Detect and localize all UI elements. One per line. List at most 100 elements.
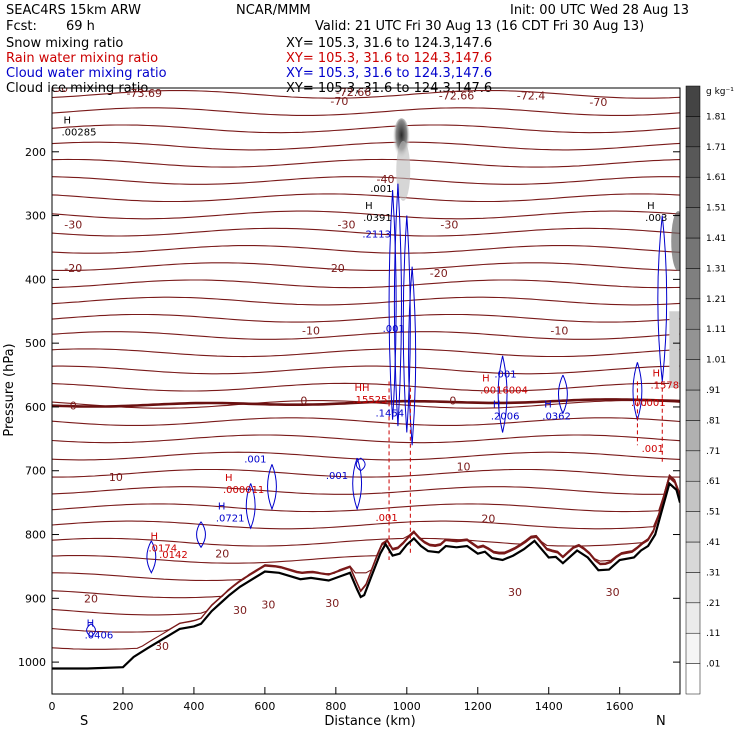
max-labels: H.00285.001H.0391.2113.001.001H.0016004H… <box>62 116 685 642</box>
isotherm-line <box>52 417 680 426</box>
colorbar-label: 1.81 <box>706 112 726 122</box>
temperature-label: -70 <box>589 96 607 109</box>
temperature-label: 20 <box>215 548 229 561</box>
isotherm-line <box>52 477 680 650</box>
colorbar-label: 1.51 <box>706 204 726 214</box>
legend-cloudwater-name: Cloud water mixing ratio <box>6 66 167 81</box>
y-tick-label: 800 <box>25 529 46 542</box>
isotherm-line <box>52 474 680 547</box>
max-marker: HH <box>354 383 369 394</box>
isotherm-line <box>52 475 680 599</box>
center-label: NCAR/MMM <box>236 3 311 18</box>
colorbar-label: .81 <box>706 416 720 426</box>
max-value-label: .001 <box>383 324 405 335</box>
x-tick-label: 400 <box>183 700 204 713</box>
max-marker: H <box>225 473 233 484</box>
south-end-label: S <box>80 714 88 729</box>
max-marker: H <box>365 201 373 212</box>
colorbar-swatch <box>685 450 701 482</box>
x-tick-label: 1200 <box>464 700 492 713</box>
temperature-label: 0 <box>300 395 307 408</box>
temperature-label: 30 <box>233 604 247 617</box>
max-value-label: .001 <box>642 444 664 455</box>
colorbar-label: .01 <box>706 660 720 670</box>
temperature-label: -10 <box>302 324 320 337</box>
max-marker: H <box>652 368 660 379</box>
temperature-label: -72.66 <box>336 86 371 99</box>
north-end-label: N <box>656 714 666 729</box>
isotherm-line <box>52 382 680 392</box>
temperature-label: -72.4 <box>517 90 545 103</box>
temperature-label: -70 <box>330 95 348 108</box>
colorbar-swatch <box>685 298 701 330</box>
plot-area: -50 -73.69 -72.66-70 -72.66 -72.4 -70-40-30 -3… <box>52 86 685 670</box>
x-axis: 0 200 400 600 800 1000 1200 1400 1600 <box>49 687 634 713</box>
temperature-label: -72.66 <box>439 90 474 103</box>
temperature-label: 30 <box>325 597 339 610</box>
colorbar-swatch <box>685 146 701 178</box>
valid-label: Valid: 21 UTC Fri 30 Aug 13 (16 CDT Fri … <box>315 19 644 34</box>
isotherm-line <box>52 210 680 220</box>
isotherm-line <box>52 365 680 375</box>
temperature-label: 0 <box>449 395 456 408</box>
isotherm-line <box>52 474 680 495</box>
isotherm-line <box>52 451 680 461</box>
colorbar-unit: g kg⁻¹ <box>706 87 734 97</box>
temperature-label: -30 <box>440 219 458 232</box>
max-value-label: .001 <box>326 471 348 482</box>
isotherm-line <box>52 331 680 340</box>
colorbar-swatch <box>685 328 701 360</box>
y-tick-label: 200 <box>25 146 46 159</box>
max-marker: H <box>544 400 552 411</box>
isotherm-line <box>52 262 680 271</box>
max-value-label: .15525 <box>352 395 387 406</box>
colorbar-swatch <box>685 389 701 421</box>
cloud-water-contour <box>196 521 206 549</box>
max-marker: H <box>482 373 490 384</box>
y-tick-label: 1000 <box>18 656 46 669</box>
legend-snow-name: Snow mixing ratio <box>6 36 123 51</box>
max-value-label: .003 <box>645 213 667 224</box>
max-value-label: .2006 <box>491 412 520 423</box>
temperature-label: -40 <box>377 173 395 186</box>
temperature-label: -30 <box>64 219 82 232</box>
temperature-labels: -50 -73.69 -72.66-70 -72.66 -72.4 -70-40-30 -3… <box>52 86 620 653</box>
snow-edge-shading <box>671 211 680 272</box>
isotherm-line <box>52 313 680 323</box>
colorbar-swatch <box>685 663 701 695</box>
y-tick-label: 700 <box>25 465 46 478</box>
colorbar-swatch <box>685 268 701 300</box>
plot-frame <box>51 87 681 695</box>
hydrometeor-fields <box>86 118 680 638</box>
max-marker: H <box>87 618 95 629</box>
x-tick-label: 1600 <box>606 700 634 713</box>
colorbar-swatch <box>685 511 701 543</box>
max-value-label: .0362 <box>542 412 571 423</box>
isotherm-line <box>52 279 680 289</box>
isotherm-line <box>52 348 680 358</box>
colorbar-label: .21 <box>706 599 720 609</box>
max-value-label: .2113 <box>362 230 391 241</box>
max-marker: H <box>218 502 226 513</box>
max-value-label: .001 <box>376 513 398 524</box>
max-value-label: .15788 <box>650 380 685 391</box>
max-marker: H <box>493 400 501 411</box>
legend-rain-name: Rain water mixing ratio <box>6 51 158 66</box>
colorbar-swatch <box>685 116 701 148</box>
x-tick-label: 1000 <box>393 700 421 713</box>
colorbar-label: 1.41 <box>706 234 726 244</box>
freezing-level-line <box>52 398 680 408</box>
x-tick-label: 800 <box>325 700 346 713</box>
temperature-label: 30 <box>606 586 620 599</box>
colorbar-label: .51 <box>706 508 720 518</box>
colorbar-label: .11 <box>706 629 720 639</box>
temperature-label: 20 <box>481 513 495 526</box>
colorbar-label: .71 <box>706 447 720 457</box>
max-value-label: .00285 <box>62 128 97 139</box>
cloud-water-contour <box>657 215 668 382</box>
cloud-water-contour <box>146 540 157 574</box>
max-value-label: .001 <box>370 184 392 195</box>
isotherm-line <box>52 468 680 478</box>
